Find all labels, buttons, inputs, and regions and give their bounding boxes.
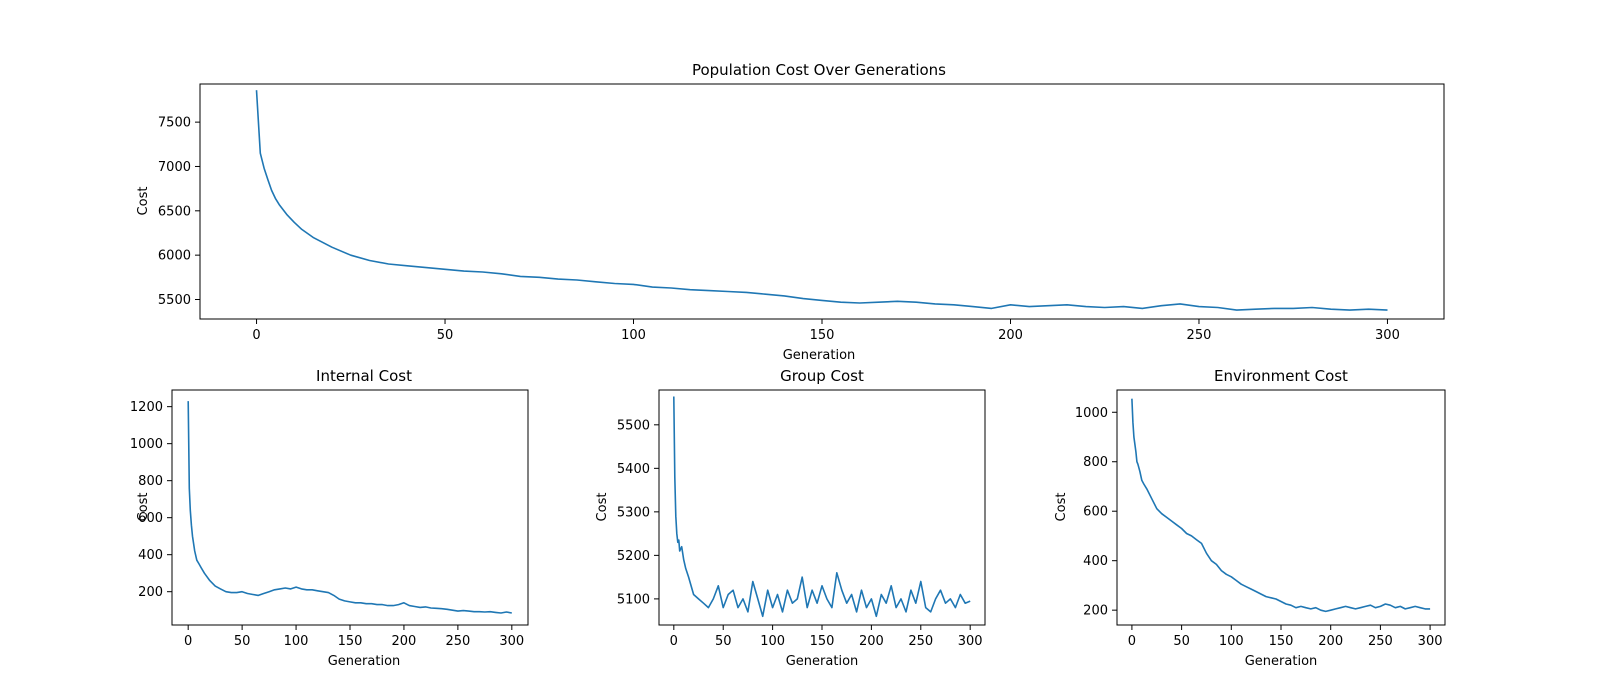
y-axis-label: Cost	[136, 493, 151, 522]
x-tick-label: 0	[252, 328, 260, 343]
y-axis-label: Cost	[136, 187, 151, 216]
y-tick-label: 5400	[617, 462, 650, 477]
chart-title: Population Cost Over Generations	[692, 61, 946, 79]
x-tick-label: 100	[284, 634, 309, 649]
x-tick-label: 50	[437, 328, 454, 343]
chart-population-cost: Population Cost Over Generations 5500 600…	[136, 61, 1445, 363]
x-tick-label: 300	[1375, 328, 1400, 343]
y-tick-label: 5500	[617, 418, 650, 433]
chart-title: Group Cost	[780, 367, 864, 385]
x-tick-label: 200	[859, 634, 884, 649]
x-axis: 0 50 100 150 200 250 300	[670, 625, 983, 649]
y-axis: 200 400 600 800 1000 1200	[130, 400, 172, 600]
x-tick-label: 300	[499, 634, 524, 649]
y-tick-label: 200	[138, 585, 163, 600]
y-axis: 5500 6000 6500 7000 7500	[158, 116, 200, 308]
x-tick-label: 100	[760, 634, 785, 649]
series-line	[1131, 398, 1431, 613]
x-tick-label: 0	[670, 634, 678, 649]
y-tick-label: 400	[1083, 554, 1108, 569]
x-axis: 0 50 100 150 200 250 300	[252, 319, 1400, 343]
x-tick-label: 300	[958, 634, 983, 649]
y-tick-label: 6000	[158, 249, 191, 264]
x-tick-label: 200	[392, 634, 417, 649]
x-tick-label: 150	[1269, 634, 1294, 649]
series-layer	[1131, 398, 1431, 613]
x-tick-label: 100	[621, 328, 646, 343]
chart-title: Environment Cost	[1214, 367, 1348, 385]
chart-title: Internal Cost	[316, 367, 412, 385]
y-tick-label: 7000	[158, 160, 191, 175]
x-tick-label: 50	[1173, 634, 1190, 649]
x-tick-label: 150	[810, 634, 835, 649]
y-tick-label: 800	[138, 474, 163, 489]
y-tick-label: 5100	[617, 592, 650, 607]
x-tick-label: 200	[1318, 634, 1343, 649]
y-tick-label: 400	[138, 548, 163, 563]
chart-internal-cost: Internal Cost 200 400 600 800 1000 1200 0 50 10…	[130, 367, 529, 669]
series-line	[673, 396, 971, 618]
y-axis: 200 400 600 800 1000	[1075, 406, 1117, 619]
y-axis-label: Cost	[1054, 493, 1069, 522]
series-line	[255, 90, 1388, 311]
series-layer	[673, 396, 971, 618]
x-tick-label: 300	[1418, 634, 1443, 649]
y-tick-label: 5200	[617, 549, 650, 564]
x-tick-label: 0	[1128, 634, 1136, 649]
x-axis-label: Generation	[328, 654, 401, 669]
x-tick-label: 150	[810, 328, 835, 343]
y-tick-label: 5300	[617, 505, 650, 520]
x-tick-label: 50	[715, 634, 732, 649]
x-tick-label: 250	[908, 634, 933, 649]
x-tick-label: 250	[1187, 328, 1212, 343]
chart-environment-cost: Environment Cost 200 400 600 800 1000 0 50 100…	[1054, 367, 1446, 669]
x-axis: 0 50 100 150 200 250 300	[1128, 625, 1443, 649]
series-line	[187, 401, 512, 614]
x-axis: 0 50 100 150 200 250 300	[184, 625, 524, 649]
y-tick-label: 1000	[130, 437, 163, 452]
x-tick-label: 0	[184, 634, 192, 649]
x-tick-label: 200	[998, 328, 1023, 343]
x-tick-label: 100	[1219, 634, 1244, 649]
y-tick-label: 7500	[158, 116, 191, 131]
x-tick-label: 250	[1368, 634, 1393, 649]
y-tick-label: 800	[1083, 455, 1108, 470]
x-tick-label: 250	[445, 634, 470, 649]
x-tick-label: 50	[234, 634, 251, 649]
x-axis-label: Generation	[783, 348, 856, 363]
y-axis-label: Cost	[595, 493, 610, 522]
y-tick-label: 1200	[130, 400, 163, 415]
y-tick-label: 5500	[158, 293, 191, 308]
y-tick-label: 600	[1083, 505, 1108, 520]
series-layer	[255, 90, 1388, 311]
y-tick-label: 6500	[158, 204, 191, 219]
y-tick-label: 600	[138, 511, 163, 526]
x-tick-label: 150	[338, 634, 363, 649]
x-axis-label: Generation	[786, 654, 859, 669]
y-axis: 5100 5200 5300 5400 5500	[617, 418, 659, 607]
chart-group-cost: Group Cost 5100 5200 5300 5400 5500 0 50 100 15…	[595, 367, 986, 669]
series-layer	[187, 401, 512, 614]
y-tick-label: 1000	[1075, 406, 1108, 421]
x-axis-label: Generation	[1245, 654, 1318, 669]
y-tick-label: 200	[1083, 604, 1108, 619]
